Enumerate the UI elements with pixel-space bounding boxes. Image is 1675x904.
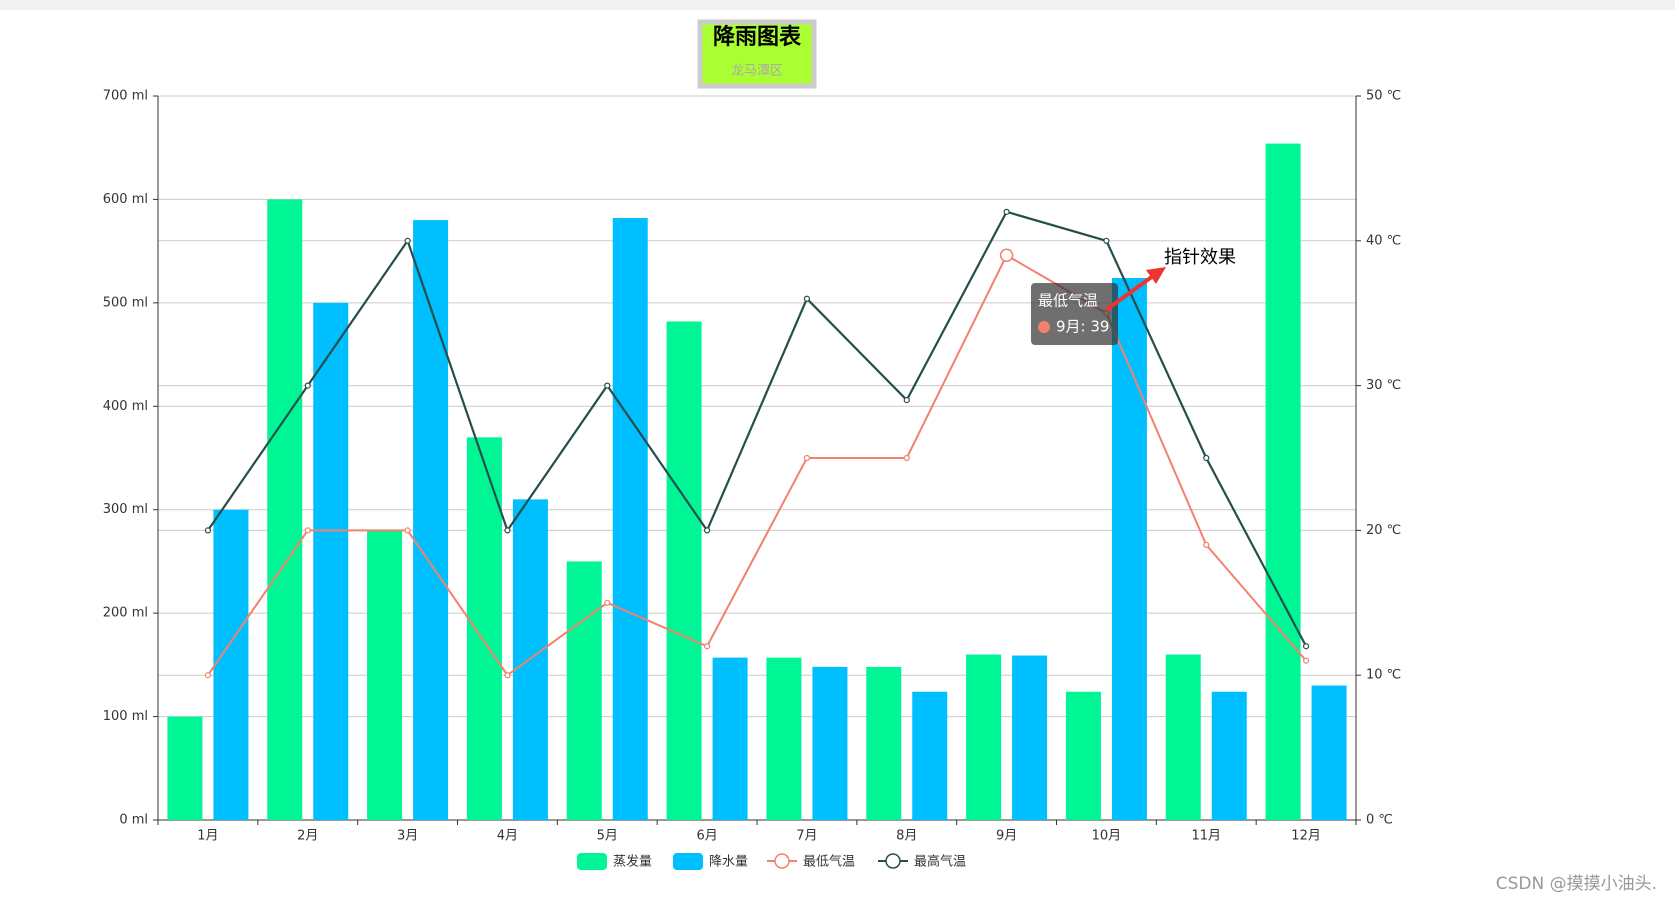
point bbox=[304, 382, 311, 389]
y2-tick-label: 30 ℃ bbox=[1366, 378, 1401, 393]
legend-label: 蒸发量 bbox=[613, 854, 652, 870]
legend-label: 最低气温 bbox=[803, 854, 855, 870]
point bbox=[504, 527, 511, 534]
x-tick-label: 12月 bbox=[1291, 829, 1321, 844]
point bbox=[1203, 541, 1210, 548]
annotation: 指针效果 bbox=[1164, 247, 1236, 268]
hover-point bbox=[999, 248, 1014, 263]
x-tick-label: 10月 bbox=[1092, 829, 1122, 844]
y-tick-label: 0 ml bbox=[119, 813, 148, 828]
bar bbox=[313, 302, 349, 820]
point bbox=[1302, 657, 1310, 664]
point bbox=[204, 527, 212, 534]
legend-swatch bbox=[577, 853, 607, 870]
legend-marker bbox=[885, 853, 901, 869]
y-tick-label: 200 ml bbox=[103, 606, 148, 621]
bar bbox=[413, 220, 449, 821]
point bbox=[404, 527, 411, 534]
point bbox=[304, 527, 311, 534]
bar bbox=[167, 716, 203, 820]
bar bbox=[966, 654, 1002, 820]
bar bbox=[267, 199, 303, 820]
chart-title: 降雨图表 bbox=[713, 25, 802, 50]
x-tick-label: 4月 bbox=[497, 829, 518, 844]
annotation-arrowhead bbox=[1146, 267, 1166, 284]
y-tick-label: 500 ml bbox=[103, 295, 148, 310]
bar bbox=[1111, 278, 1147, 820]
tooltip-title: 最低气温 bbox=[1038, 292, 1098, 310]
watermark: CSDN @摸摸小油头. bbox=[1496, 874, 1657, 894]
point bbox=[803, 454, 811, 462]
legend-marker bbox=[774, 853, 790, 869]
point bbox=[703, 643, 711, 650]
bar bbox=[213, 509, 249, 820]
legend-label: 降水量 bbox=[709, 855, 748, 870]
annotation-arrow bbox=[1104, 274, 1155, 312]
point bbox=[504, 672, 511, 679]
line bbox=[207, 210, 1308, 647]
tooltip-dot bbox=[1038, 321, 1050, 333]
point bbox=[204, 672, 212, 679]
legend-swatch bbox=[673, 853, 703, 870]
y2-tick-label: 20 ℃ bbox=[1366, 523, 1401, 538]
bar bbox=[912, 691, 948, 820]
bar bbox=[666, 321, 702, 820]
bar bbox=[466, 437, 502, 820]
x-tick-label: 2月 bbox=[297, 829, 318, 844]
y-tick-label: 700 ml bbox=[103, 89, 148, 104]
chart-subtitle: 龙马潭区 bbox=[731, 64, 783, 79]
tooltip-box bbox=[1031, 283, 1118, 345]
bar bbox=[566, 561, 602, 820]
point bbox=[1103, 237, 1110, 244]
y2-tick-label: 10 ℃ bbox=[1366, 668, 1401, 683]
x-tick-label: 1月 bbox=[197, 829, 218, 844]
x-tick-label: 3月 bbox=[397, 829, 418, 844]
y-tick-label: 600 ml bbox=[103, 192, 148, 207]
browser-bar bbox=[0, 0, 1675, 10]
y2-tick-label: 50 ℃ bbox=[1366, 89, 1401, 104]
point bbox=[604, 382, 611, 389]
x-tick-label: 11月 bbox=[1191, 829, 1221, 844]
x-tick-label: 7月 bbox=[796, 829, 817, 844]
bar bbox=[1065, 691, 1101, 820]
bar bbox=[612, 218, 648, 820]
point bbox=[703, 527, 711, 534]
x-tick-label: 8月 bbox=[896, 829, 917, 844]
point bbox=[604, 599, 611, 606]
bar bbox=[1311, 685, 1347, 820]
point bbox=[1003, 208, 1010, 215]
bar bbox=[367, 530, 403, 820]
bar bbox=[712, 657, 748, 820]
x-tick-label: 6月 bbox=[696, 829, 717, 844]
bar bbox=[1165, 654, 1201, 820]
point bbox=[1302, 643, 1310, 650]
point bbox=[404, 237, 411, 244]
y-tick-label: 100 ml bbox=[103, 709, 148, 724]
legend-label: 最高气温 bbox=[914, 854, 966, 870]
bar bbox=[812, 666, 848, 820]
y-tick-label: 300 ml bbox=[103, 502, 148, 517]
point bbox=[803, 295, 811, 302]
point bbox=[903, 396, 910, 404]
bar bbox=[1211, 691, 1247, 820]
point bbox=[1203, 454, 1210, 462]
bar bbox=[1265, 143, 1301, 820]
bar bbox=[766, 657, 802, 820]
point bbox=[903, 454, 910, 462]
bar bbox=[866, 666, 902, 820]
bar bbox=[1012, 655, 1048, 820]
x-tick-label: 9月 bbox=[996, 829, 1017, 844]
y2-tick-label: 0 ℃ bbox=[1366, 813, 1393, 828]
y2-tick-label: 40 ℃ bbox=[1366, 233, 1401, 248]
tooltip-text: 9月: 39 bbox=[1056, 318, 1109, 336]
x-tick-label: 5月 bbox=[597, 829, 618, 844]
line bbox=[207, 253, 1307, 677]
title-box bbox=[697, 19, 817, 89]
y-tick-label: 400 ml bbox=[103, 399, 148, 414]
